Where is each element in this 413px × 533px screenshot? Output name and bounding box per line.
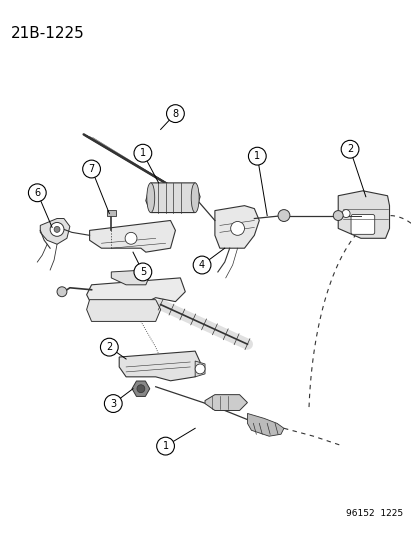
- Circle shape: [100, 338, 118, 356]
- Circle shape: [28, 184, 46, 201]
- Polygon shape: [204, 394, 247, 410]
- Circle shape: [248, 147, 266, 165]
- Circle shape: [104, 394, 122, 413]
- Text: 2: 2: [346, 144, 352, 154]
- Circle shape: [83, 160, 100, 178]
- Text: 21B-1225: 21B-1225: [11, 26, 84, 41]
- Ellipse shape: [147, 183, 154, 213]
- Text: 5: 5: [140, 267, 146, 277]
- Circle shape: [340, 140, 358, 158]
- Polygon shape: [119, 351, 199, 381]
- Text: 3: 3: [110, 399, 116, 409]
- Polygon shape: [86, 278, 185, 304]
- Circle shape: [137, 385, 145, 393]
- Text: 6: 6: [34, 188, 40, 198]
- Polygon shape: [111, 270, 148, 285]
- Text: 8: 8: [172, 109, 178, 119]
- Text: 7: 7: [88, 164, 95, 174]
- Text: 2: 2: [106, 342, 112, 352]
- Circle shape: [341, 209, 349, 217]
- Text: 1: 1: [140, 148, 145, 158]
- Text: 4: 4: [199, 260, 204, 270]
- Circle shape: [54, 227, 60, 232]
- Ellipse shape: [191, 183, 199, 213]
- Circle shape: [278, 209, 289, 222]
- Circle shape: [166, 104, 184, 123]
- Polygon shape: [145, 183, 199, 213]
- Text: 1: 1: [254, 151, 260, 161]
- Circle shape: [125, 232, 137, 244]
- Polygon shape: [40, 219, 70, 244]
- Text: 1: 1: [162, 441, 168, 451]
- Circle shape: [134, 144, 152, 162]
- FancyBboxPatch shape: [107, 210, 116, 216]
- Polygon shape: [247, 414, 283, 436]
- Circle shape: [195, 364, 204, 374]
- FancyBboxPatch shape: [350, 215, 374, 235]
- Circle shape: [193, 256, 211, 274]
- Circle shape: [50, 222, 64, 236]
- Circle shape: [332, 211, 342, 221]
- Polygon shape: [195, 361, 204, 377]
- Circle shape: [156, 437, 174, 455]
- Polygon shape: [214, 206, 259, 248]
- Circle shape: [134, 263, 152, 281]
- Circle shape: [57, 287, 67, 297]
- Polygon shape: [337, 191, 389, 238]
- Circle shape: [230, 222, 244, 236]
- Text: 96152  1225: 96152 1225: [345, 510, 402, 519]
- Polygon shape: [89, 221, 175, 252]
- Polygon shape: [86, 300, 160, 321]
